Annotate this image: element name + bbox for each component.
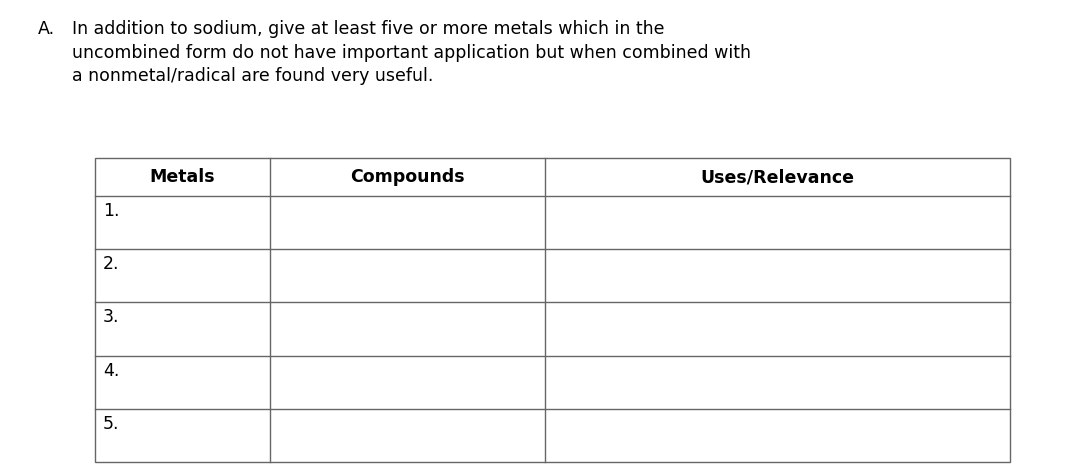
Text: 3.: 3. <box>103 309 120 327</box>
Text: Compounds: Compounds <box>350 168 464 186</box>
Text: In addition to sodium, give at least five or more metals which in the
uncombined: In addition to sodium, give at least fiv… <box>72 20 751 85</box>
Text: A.: A. <box>38 20 55 38</box>
Text: 4.: 4. <box>103 362 120 380</box>
Text: Metals: Metals <box>150 168 215 186</box>
Text: 2.: 2. <box>103 255 120 273</box>
Text: 5.: 5. <box>103 415 120 433</box>
Text: 1.: 1. <box>103 202 120 220</box>
Bar <box>95 158 1010 462</box>
Text: Uses/Relevance: Uses/Relevance <box>701 168 854 186</box>
